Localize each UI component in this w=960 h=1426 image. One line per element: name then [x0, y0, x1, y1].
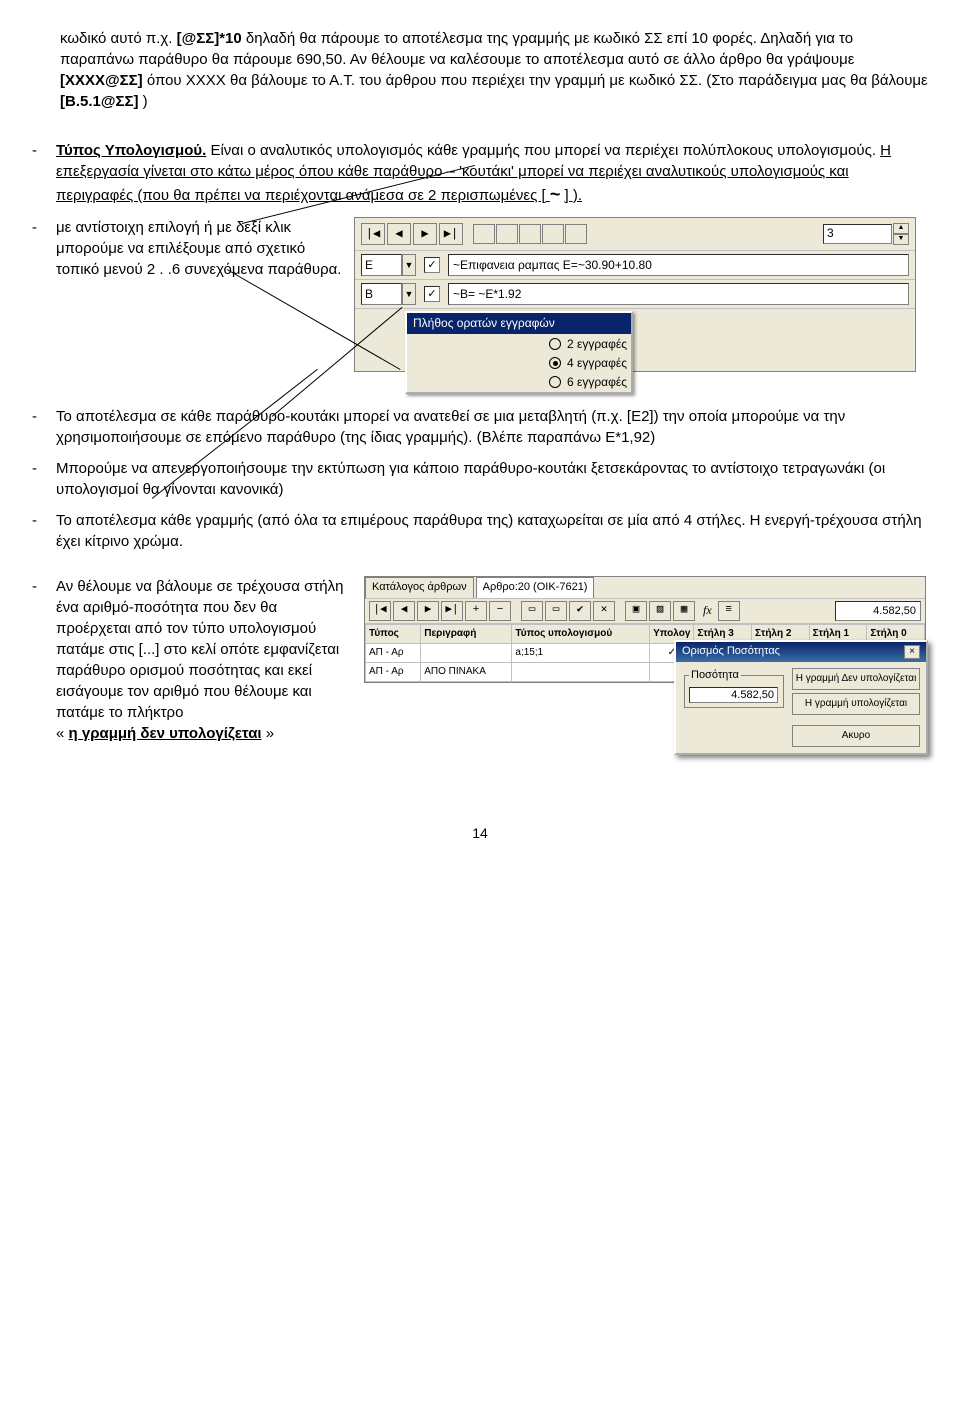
- bullet-6-row: - Αν θέλουμε να βάλουμε σε τρέχουσα στήλ…: [32, 576, 928, 744]
- radio-icon: [549, 376, 561, 388]
- spin-up-icon[interactable]: ▲: [893, 223, 909, 234]
- var-letter-input[interactable]: B: [361, 283, 402, 305]
- row-computed-button[interactable]: Η γραμμή υπολογίζεται: [792, 693, 920, 715]
- bullet3-text: Το αποτέλεσμα σε κάθε παράθυρο-κουτάκι μ…: [56, 408, 845, 446]
- column-toggle[interactable]: [565, 224, 587, 244]
- bullet1-lead: Τύπος Υπολογισμού.: [56, 142, 206, 159]
- opt-label: 6 εγγραφές: [567, 374, 627, 391]
- context-menu: Πλήθος ορατών εγγραφών 2 εγγραφές: [405, 311, 633, 394]
- dash-icon: -: [32, 217, 56, 238]
- grid-button[interactable]: ▦: [673, 601, 695, 621]
- formula-input[interactable]: ~Επιφανεια ραμπας Ε=~30.90+10.80: [448, 254, 909, 276]
- opt-label: 4 εγγραφές: [567, 355, 627, 372]
- row-not-computed-button[interactable]: Η γραμμή Δεν υπολογίζεται: [792, 668, 920, 690]
- column-toggle[interactable]: [542, 224, 564, 244]
- tab-article[interactable]: Αρθρο:20 (ΟΙΚ-7621): [476, 577, 595, 597]
- radio-icon: [549, 357, 561, 369]
- bullet-5: - Το αποτέλεσμα κάθε γραμμής (από όλα τα…: [32, 510, 928, 552]
- bullet-3: - Το αποτέλεσμα σε κάθε παράθυρο-κουτάκι…: [32, 406, 928, 448]
- cancel-button[interactable]: ✕: [593, 601, 615, 621]
- grid-button[interactable]: ▣: [625, 601, 647, 621]
- nav-next-button[interactable]: ▶: [417, 601, 439, 621]
- quote-open: «: [56, 725, 64, 742]
- nav-last-button[interactable]: ▶|: [441, 601, 463, 621]
- col-type: Τύπος: [366, 624, 421, 643]
- context-menu-option[interactable]: 2 εγγραφές: [549, 335, 627, 354]
- bullet1-rest: Είναι ο αναλυτικός υπολογισμός κάθε γραμ…: [210, 142, 880, 159]
- quantity-dialog: Ορισμός Ποσότητας × Ποσότητα Η γραμμή Δε…: [674, 640, 928, 754]
- bullet2-text: με αντίστοιχη επιλογή ή με δεξί κλικ μπο…: [56, 219, 341, 278]
- nav-first-button[interactable]: |◀: [369, 601, 391, 621]
- context-menu-option[interactable]: 4 εγγραφές: [549, 354, 627, 373]
- mode-button[interactable]: ≡: [718, 601, 740, 621]
- col-calc: Τύπος υπολογισμού: [512, 624, 650, 643]
- bullet-1: - Τύπος Υπολογισμού. Είναι ο αναλυτικός …: [32, 140, 928, 207]
- close-icon[interactable]: ×: [904, 645, 920, 659]
- tool-button[interactable]: ▭: [545, 601, 567, 621]
- pane-count-input[interactable]: 3: [823, 224, 892, 244]
- nav-prev-button[interactable]: ◀: [393, 601, 415, 621]
- formula-input[interactable]: ~Β= ~Ε*1.92: [448, 283, 909, 305]
- print-checkbox[interactable]: ✓: [424, 257, 440, 273]
- bullet6-text: Αν θέλουμε να βάλουμε σε τρέχουσα στήλη …: [56, 578, 343, 721]
- confirm-button[interactable]: ✔: [569, 601, 591, 621]
- radio-icon: [549, 338, 561, 350]
- dash-icon: -: [32, 140, 56, 161]
- nav-prev-button[interactable]: ◀: [387, 223, 411, 245]
- remove-button[interactable]: −: [489, 601, 511, 621]
- quantity-input[interactable]: [689, 687, 778, 703]
- intro-g: ): [143, 93, 148, 110]
- column-toggle[interactable]: [496, 224, 518, 244]
- dialog-title: Ορισμός Ποσότητας: [682, 644, 780, 659]
- total-value: 4.582,50: [835, 601, 921, 621]
- var-letter-input[interactable]: E: [361, 254, 402, 276]
- intro-f: [Β.5.1@ΣΣ]: [60, 93, 138, 110]
- intro-a: κωδικό αυτό π.χ.: [60, 30, 177, 47]
- nav-next-button[interactable]: ▶: [413, 223, 437, 245]
- var-dropdown-icon[interactable]: ▼: [402, 283, 416, 305]
- bullet-4: - Μπορούμε να απενεργοποιήσουμε την εκτύ…: [32, 458, 928, 500]
- add-button[interactable]: +: [465, 601, 487, 621]
- fieldset-legend: Ποσότητα: [689, 668, 741, 683]
- quote-close: »: [266, 725, 274, 742]
- intro-d: [ΧΧΧΧ@ΣΣ]: [60, 72, 143, 89]
- fx-icon[interactable]: fx: [703, 602, 712, 619]
- opt-label: 2 εγγραφές: [567, 336, 627, 353]
- tilde-symbol: ~: [550, 184, 561, 204]
- panes-screenshot: |◀ ◀ ▶ ▶| 3 ▲ ▼: [354, 217, 916, 372]
- intro-b: [@ΣΣ]*10: [177, 30, 242, 47]
- grid-button[interactable]: ▨: [649, 601, 671, 621]
- nav-last-button[interactable]: ▶|: [439, 223, 463, 245]
- context-menu-header: Πλήθος ορατών εγγραφών: [407, 313, 631, 334]
- bullet5-text: Το αποτέλεσμα κάθε γραμμής (από όλα τα ε…: [56, 512, 922, 550]
- bullet-2-row: - με αντίστοιχη επιλογή ή με δεξί κλικ μ…: [32, 217, 928, 372]
- bullet1-rest3: ] ).: [565, 187, 583, 204]
- column-toggle[interactable]: [519, 224, 541, 244]
- tool-button[interactable]: ▭: [521, 601, 543, 621]
- dash-icon: -: [32, 510, 56, 531]
- context-menu-option[interactable]: 6 εγγραφές: [549, 373, 627, 392]
- dash-icon: -: [32, 576, 56, 597]
- nav-first-button[interactable]: |◀: [361, 223, 385, 245]
- dash-icon: -: [32, 458, 56, 479]
- bullet6-keyphrase: η γραμμή δεν υπολογίζεται: [69, 725, 262, 742]
- intro-e: όπου ΧΧΧΧ θα βάλουμε το Α.Τ. του άρθρου …: [147, 72, 928, 89]
- intro-paragraph: κωδικό αυτό π.χ. [@ΣΣ]*10 δηλαδή θα πάρο…: [60, 28, 928, 112]
- var-dropdown-icon[interactable]: ▼: [402, 254, 416, 276]
- tab-catalog[interactable]: Κατάλογος άρθρων: [365, 577, 474, 597]
- dash-icon: -: [32, 406, 56, 427]
- column-toggle[interactable]: [473, 224, 495, 244]
- page-number: 14: [32, 824, 928, 844]
- print-checkbox[interactable]: ✓: [424, 286, 440, 302]
- spin-down-icon[interactable]: ▼: [893, 234, 909, 245]
- cancel-dialog-button[interactable]: Ακυρο: [792, 725, 920, 747]
- bullet4-text: Μπορούμε να απενεργοποιήσουμε την εκτύπω…: [56, 460, 885, 498]
- col-desc: Περιγραφή: [421, 624, 512, 643]
